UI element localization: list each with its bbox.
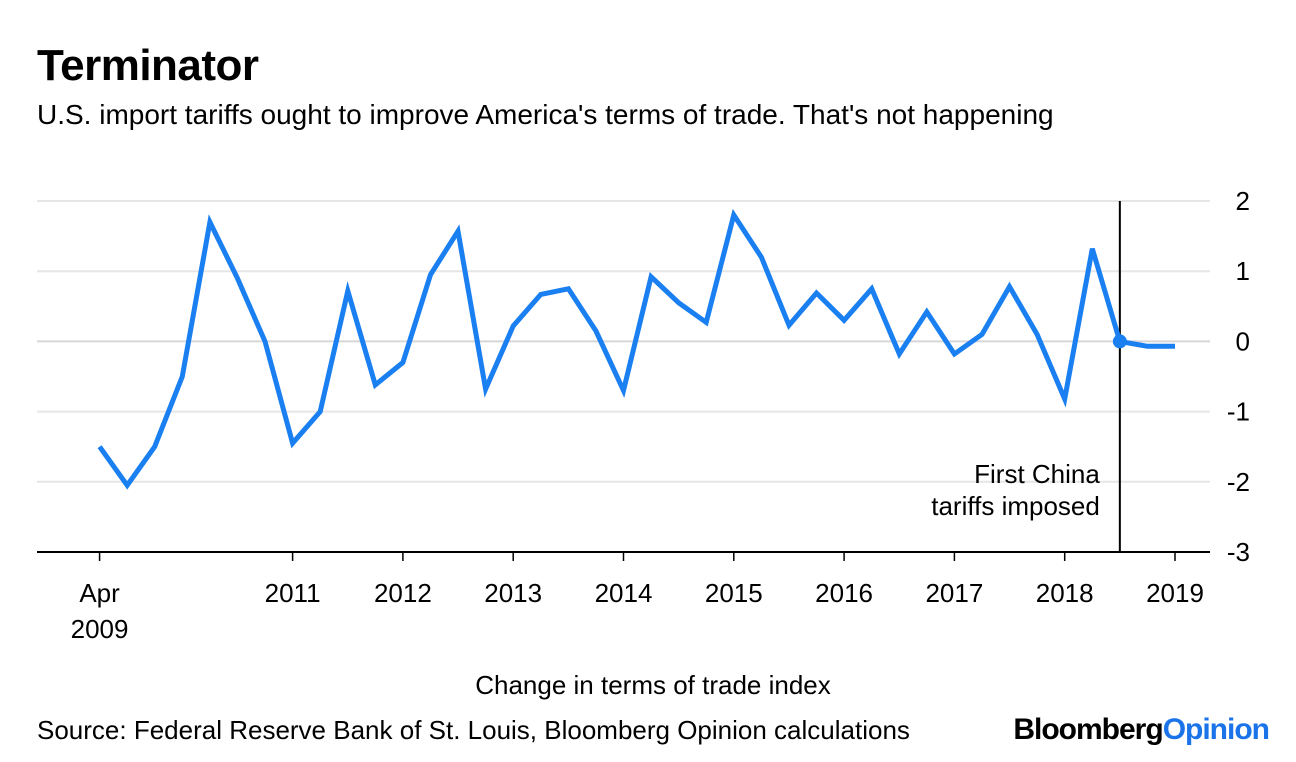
x-tick-label: 2014	[595, 578, 653, 608]
series-line	[97, 208, 1175, 490]
y-tick-label: 1	[1236, 256, 1250, 286]
x-tick-label: 2016	[815, 578, 873, 608]
brand-opinion: Opinion	[1162, 713, 1270, 746]
x-tick-label: 2017	[925, 578, 983, 608]
series-layer	[97, 208, 1175, 490]
y-tick-label: -3	[1227, 537, 1250, 567]
x-tick-label: 2015	[705, 578, 763, 608]
y-tick-label: -1	[1227, 397, 1250, 427]
x-tick-label: 2018	[1036, 578, 1094, 608]
source-note: Source: Federal Reserve Bank of St. Loui…	[37, 715, 910, 745]
chart-subtitle: U.S. import tariffs ought to improve Ame…	[37, 99, 1054, 130]
y-axis-tick-labels: 2 1 0 -1 -2 -3	[1227, 186, 1250, 567]
x-tick-label: 2013	[484, 578, 542, 608]
x-axis	[37, 551, 1210, 561]
x-tick-label: 2011	[265, 578, 321, 608]
gridlines	[37, 200, 1210, 483]
x-tick-label: 2012	[374, 578, 432, 608]
annotation-text: tariffs imposed	[931, 491, 1100, 521]
chart-title: Terminator	[37, 41, 259, 90]
bloomberg-opinion-logo: BloombergOpinion	[1009, 712, 1270, 748]
y-tick-label: -2	[1227, 467, 1250, 497]
y-tick-label: 2	[1236, 186, 1250, 216]
x-axis-title: Change in terms of trade index	[475, 670, 831, 700]
x-axis-tick-labels: Apr 2009 2011 2012 2013 2014 2015 2016 2017 2018 2…	[71, 578, 1204, 644]
y-tick-label: 0	[1236, 326, 1250, 356]
annotation-text: First China	[974, 459, 1100, 489]
highlight-point	[1112, 334, 1127, 349]
brand-bloomberg: Bloomberg	[1013, 713, 1163, 746]
x-tick-label: 2019	[1146, 578, 1204, 608]
x-tick-label: Apr	[79, 578, 120, 608]
x-tick-label: 2009	[71, 614, 129, 644]
